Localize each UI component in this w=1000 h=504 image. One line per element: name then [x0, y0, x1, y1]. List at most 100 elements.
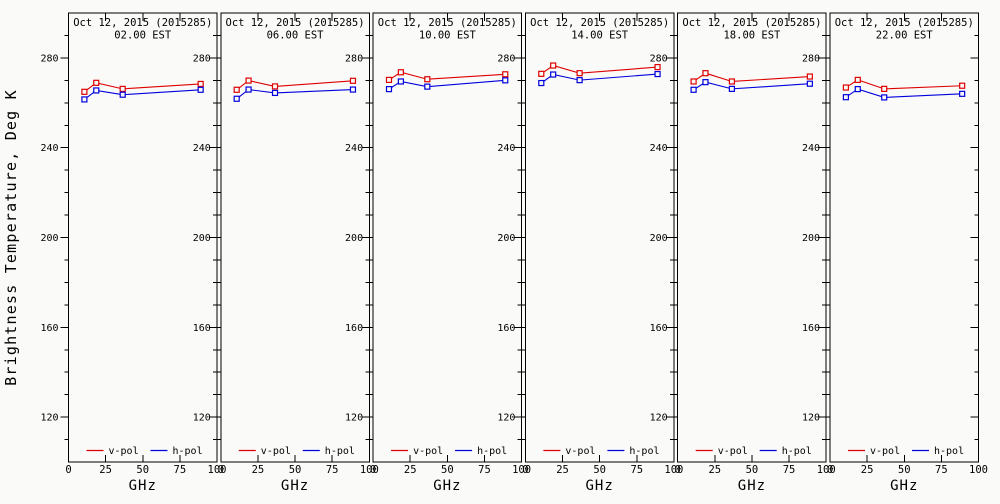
panel-title: Oct 12, 2015 (2015285) [226, 17, 365, 29]
v-pol-marker [702, 70, 709, 77]
panel-0600: Oct 12, 2015 (2015285)06.00 EST 120 160 200… [193, 12, 379, 494]
h-pol-marker [81, 96, 88, 103]
v-pol-marker [233, 86, 240, 93]
h-pol-marker [806, 80, 813, 87]
v-pol-line [540, 64, 658, 75]
x-tick-label: 0 [675, 464, 681, 476]
x-tick-label: 50 [746, 464, 759, 476]
v-pol-marker [959, 82, 966, 89]
v-pol-marker [806, 73, 813, 80]
h-pol-marker [233, 95, 240, 102]
h-pol-marker [842, 94, 849, 101]
v-pol-marker [654, 64, 661, 71]
h-pol-marker [854, 86, 861, 93]
y-tick-label: 160 [345, 323, 363, 334]
x-tick-label: 25 [252, 464, 265, 476]
h-pol-marker [397, 78, 404, 85]
x-tick-label: 50 [289, 464, 302, 476]
v-pol-marker [854, 76, 861, 84]
x-tick-label: 0 [827, 464, 833, 476]
panel-title: Oct 12, 2015 (2015285) [378, 17, 517, 29]
panel-1800: Oct 12, 2015 (2015285)18.00 EST 120 160 200… [650, 12, 836, 494]
x-tick-label: 75 [174, 464, 187, 476]
h-pol-marker [424, 83, 431, 90]
panel-title: Oct 12, 2015 (2015285) [835, 17, 974, 29]
panel-frame [829, 12, 979, 463]
v-pol-marker [197, 80, 204, 88]
panel-0200: Oct 12, 2015 (2015285)02.00 EST 120 160 200… [40, 12, 226, 494]
x-tick-label: 100 [664, 464, 683, 476]
legend-v-pol-label: v-pol [413, 446, 443, 457]
y-tick-label: 120 [497, 413, 515, 424]
x-tick-label: 0 [65, 464, 71, 476]
x-tick-label: 75 [630, 464, 643, 476]
panel-2200: Oct 12, 2015 (2015285)22.00 EST 120 160 200… [802, 12, 988, 494]
legend-v-pol-label: v-pol [718, 446, 748, 457]
v-pol-marker [245, 77, 252, 84]
v-pol-line [693, 72, 810, 83]
h-pol-marker [728, 85, 736, 92]
legend-v-pol-label: v-pol [870, 446, 900, 457]
panel-title: Oct 12, 2015 (2015285) [73, 17, 212, 29]
h-pol-line [540, 73, 658, 84]
h-pol-marker [385, 86, 393, 93]
y-tick-label: 120 [650, 413, 668, 424]
x-tick-label: 100 [969, 464, 988, 476]
h-pol-marker [550, 71, 557, 78]
legend-h-pol-label: h-pol [934, 446, 964, 457]
v-pol-marker [728, 78, 736, 85]
panel-subtitle: 14.00 EST [571, 30, 629, 42]
x-tick-label: 25 [708, 464, 721, 476]
y-tick-label: 240 [497, 143, 515, 154]
x-tick-label: 25 [861, 464, 874, 476]
x-tick-label: 75 [326, 464, 339, 476]
v-pol-line [845, 79, 963, 90]
v-pol-line [236, 79, 354, 91]
v-pol-marker [424, 76, 431, 83]
y-axis-title: Brightness Temperature, Deg K [2, 89, 20, 386]
v-pol-marker [842, 84, 849, 91]
x-tick-label: 100 [360, 464, 379, 476]
legend: v-pol h-pol [848, 446, 964, 457]
x-tick-label: 75 [935, 464, 948, 476]
v-pol-marker [550, 62, 557, 69]
h-pol-marker [271, 89, 279, 97]
y-tick-label: 120 [802, 413, 820, 424]
v-pol-marker [93, 79, 100, 86]
x-tick-label: 0 [370, 464, 376, 476]
legend-h-pol-label: h-pol [325, 446, 355, 457]
h-pol-marker [881, 94, 888, 101]
y-tick-label: 160 [650, 323, 668, 334]
x-tick-label: 50 [136, 464, 149, 476]
y-tick-label: 200 [497, 233, 515, 244]
legend-v-pol-label: v-pol [109, 446, 139, 457]
y-tick-label: 200 [40, 233, 58, 244]
y-tick-label: 160 [40, 323, 58, 334]
v-pol-marker [502, 71, 509, 78]
v-pol-marker [385, 76, 393, 84]
panel-title: Oct 12, 2015 (2015285) [530, 17, 669, 29]
legend-h-pol-label: h-pol [477, 446, 507, 457]
x-tick-label: 50 [898, 464, 911, 476]
y-tick-label: 160 [497, 323, 515, 334]
y-tick-label: 200 [345, 233, 363, 244]
h-pol-marker [702, 79, 709, 86]
x-tick-label: 0 [522, 464, 528, 476]
h-pol-line [388, 79, 506, 90]
x-tick-label: 0 [218, 464, 224, 476]
legend-v-pol-label: v-pol [565, 446, 595, 457]
y-tick-label: 120 [40, 413, 58, 424]
h-pol-line [236, 88, 353, 100]
h-pol-marker [502, 77, 509, 84]
y-tick-label: 280 [497, 53, 515, 64]
panel-subtitle: 10.00 EST [419, 30, 477, 42]
v-pol-marker [690, 78, 697, 85]
v-pol-marker [538, 70, 545, 77]
x-axis-label: GHz [281, 478, 309, 494]
legend: v-pol h-pol [695, 446, 812, 457]
x-tick-label: 75 [783, 464, 796, 476]
panel-1400: Oct 12, 2015 (2015285)14.00 EST 120 160 200… [497, 12, 683, 494]
x-axis-label: GHz [433, 478, 461, 494]
h-pol-line [845, 88, 963, 98]
